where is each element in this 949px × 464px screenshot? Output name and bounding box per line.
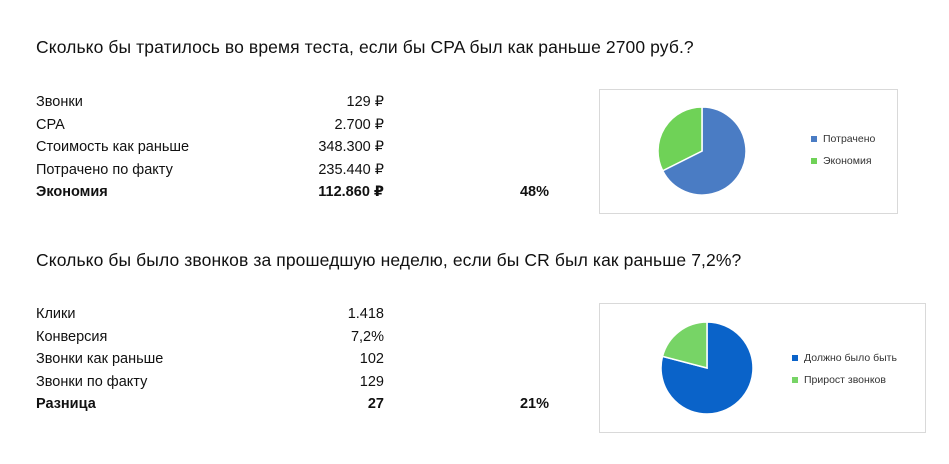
legend-swatch: [811, 158, 817, 164]
table-row: Конверсия 7,2%: [36, 326, 576, 349]
row-label: Звонки как раньше: [36, 351, 164, 368]
row-label: Стоимость как раньше: [36, 139, 190, 156]
legend-entry: Прирост звонков: [792, 369, 897, 391]
row-value: 7,2%: [350, 328, 384, 345]
row-label: CPA: [36, 116, 65, 133]
pie-slice-secondary: [661, 321, 708, 369]
section2-heading: Сколько бы было звонков за прошедшую нед…: [36, 250, 742, 270]
table-row: Потрачено по факту 235.440 ₽: [36, 159, 576, 182]
legend-entry: Должно было быть: [792, 347, 897, 369]
section2-table: Клики 1.418 Конверсия 7,2% Звонки как ра…: [36, 303, 576, 416]
legend-label: Должно было быть: [804, 352, 897, 364]
table-row: Звонки по факту 129: [36, 371, 576, 394]
row-label: Звонки: [36, 94, 83, 110]
table-row: Стоимость как раньше 348.300 ₽: [36, 136, 576, 159]
row-label: Потрачено по факту: [36, 161, 173, 178]
pie-svg: [660, 321, 754, 415]
pie-slice-main: [661, 106, 747, 196]
table-row: Звонки 129 ₽: [36, 91, 576, 114]
row-label: Экономия: [36, 184, 108, 201]
pie-slice-secondary: [657, 106, 703, 172]
table-row: CPA 2.700 ₽: [36, 114, 576, 137]
pie-group: [657, 106, 747, 196]
legend-entry: Потрачено: [811, 128, 875, 150]
legend-label: Прирост звонков: [804, 374, 886, 386]
pie-chart-calls: Должно было быть Прирост звонков: [599, 303, 926, 433]
table-row: Клики 1.418: [36, 303, 576, 326]
row-value: 112.860 ₽: [318, 184, 384, 201]
row-value: 348.300 ₽: [318, 139, 384, 156]
chart-legend: Должно было быть Прирост звонков: [792, 347, 897, 391]
pie-svg: [657, 106, 747, 196]
row-percent: 48%: [519, 184, 549, 201]
legend-label: Экономия: [823, 155, 872, 167]
chart-legend: Потрачено Экономия: [811, 128, 875, 172]
table-row: Звонки как раньше 102: [36, 348, 576, 371]
legend-swatch: [792, 355, 798, 361]
row-value: 129: [359, 373, 384, 390]
section1-table: Звонки 129 ₽ CPA 2.700 ₽ Стоимость как р…: [36, 91, 576, 204]
pie-chart-savings: Потрачено Экономия: [599, 89, 898, 214]
row-label: Звонки по факту: [36, 373, 148, 390]
row-percent: 21%: [519, 396, 549, 413]
row-label: Разница: [36, 396, 96, 413]
legend-swatch: [792, 377, 798, 383]
legend-label: Потрачено: [823, 133, 876, 145]
pie-group: [660, 321, 754, 415]
section1-heading: Сколько бы тратилось во время теста, есл…: [36, 37, 694, 57]
row-value: 102: [359, 351, 384, 368]
row-label: Конверсия: [36, 328, 108, 345]
legend-entry: Экономия: [811, 150, 875, 172]
row-label: Клики: [36, 306, 76, 322]
legend-swatch: [811, 136, 817, 142]
row-value: 129 ₽: [346, 94, 384, 110]
row-value: 27: [367, 396, 384, 413]
row-value: 235.440 ₽: [318, 161, 384, 178]
row-value: 2.700 ₽: [334, 116, 384, 133]
table-row-total: Разница 27 21%: [36, 393, 576, 416]
table-row-total: Экономия 112.860 ₽ 48%: [36, 181, 576, 204]
row-value: 1.418: [347, 306, 384, 322]
